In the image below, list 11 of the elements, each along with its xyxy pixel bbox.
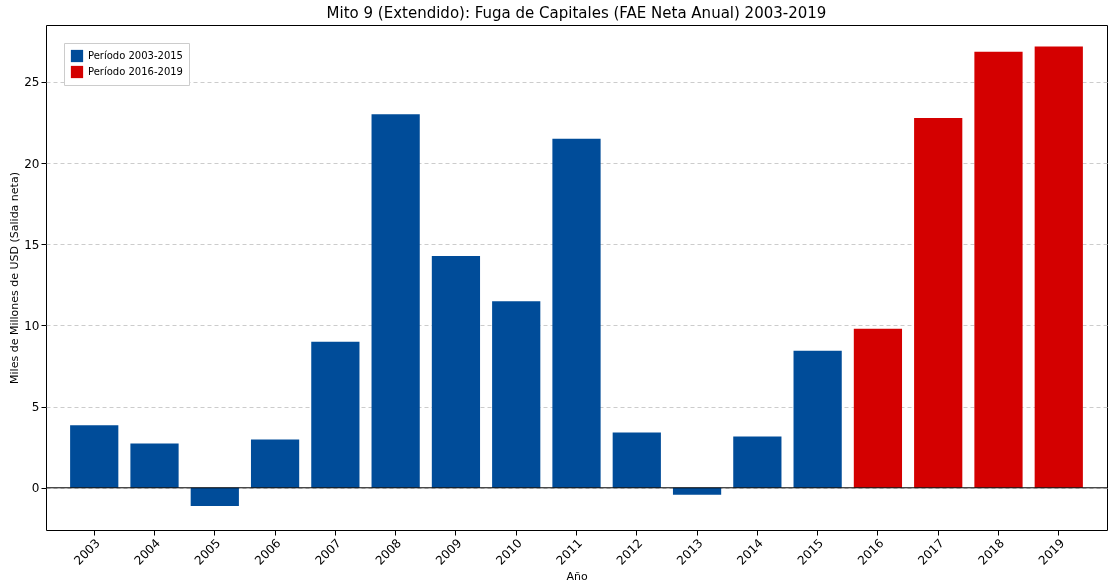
legend-label: Período 2003-2015 <box>88 50 183 61</box>
y-axis-title: Miles de Millones de USD (Salida neta) <box>8 172 22 384</box>
y-tick-label: 20 <box>24 156 40 171</box>
y-tick-label: 0 <box>31 481 40 496</box>
y-tick-label: 15 <box>24 237 40 252</box>
legend-label: Período 2016-2019 <box>88 66 183 77</box>
x-axis-title: Año <box>566 569 588 583</box>
y-tick-label: 5 <box>31 400 40 415</box>
y-tick-label: 25 <box>24 75 40 90</box>
y-tick-label: 10 <box>24 318 40 333</box>
chart-title: Mito 9 (Extendido): Fuga de Capitales (FAE Neta Anual) 2003-2019 <box>326 4 827 22</box>
